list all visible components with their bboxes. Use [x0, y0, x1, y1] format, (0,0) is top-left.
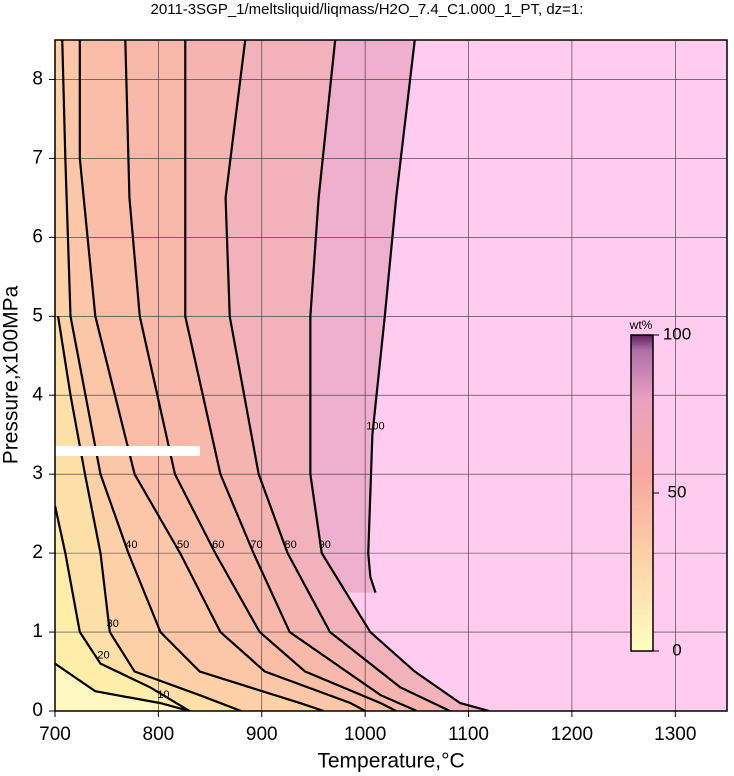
x-tick-label: 1200	[551, 724, 593, 745]
plot-frame	[54, 39, 728, 712]
contour-label: 90	[319, 539, 331, 551]
y-axis-label: Pressure,x100MPa	[0, 285, 23, 464]
x-tick-label: 900	[246, 724, 278, 745]
contour-label: 30	[107, 618, 119, 630]
contour-label: 70	[250, 539, 262, 551]
contour-fill	[55, 505, 190, 711]
white-band	[55, 446, 200, 456]
contour-label: 100	[366, 421, 384, 433]
contour-line	[78, 40, 366, 711]
contour-line	[57, 316, 242, 711]
contour-label: 10	[157, 689, 169, 701]
y-tick-label: 6	[32, 226, 43, 247]
y-tick-label: 4	[32, 384, 43, 405]
contour-line	[124, 40, 397, 711]
x-tick-label: 700	[39, 724, 71, 745]
colorbar-tick-label: 50	[668, 482, 687, 501]
contour-line	[184, 40, 418, 711]
contour-line	[55, 505, 190, 711]
y-tick-label: 1	[32, 621, 43, 642]
colorbar-tick-label: 100	[663, 324, 691, 343]
x-tick-label: 1100	[448, 724, 489, 745]
chart-title: 2011-3SGP_1/meltsliquid/liqmass/H2O_7.4_…	[151, 1, 584, 18]
x-tick-label: 1300	[654, 724, 696, 745]
contour-label: 20	[97, 650, 109, 662]
contour-fill	[55, 663, 190, 711]
contour-line	[55, 662, 190, 711]
contour-line	[367, 40, 416, 593]
y-tick-label: 8	[32, 68, 43, 89]
contour-fill	[55, 316, 242, 711]
contour-line	[224, 40, 451, 711]
contour-label: 40	[125, 539, 137, 551]
contour-fill	[55, 40, 324, 711]
colorbar	[630, 334, 654, 652]
contour-label: 60	[212, 539, 224, 551]
x-tick-label: 1000	[344, 724, 386, 745]
y-tick-label: 5	[32, 305, 43, 326]
contour-label: 50	[177, 539, 189, 551]
colorbar-label: wt%	[629, 318, 653, 332]
contour-line	[309, 40, 490, 711]
x-tick-label: 800	[143, 724, 175, 745]
contour-line	[61, 40, 325, 711]
contour-fill	[55, 40, 366, 711]
y-tick-label: 2	[32, 542, 43, 563]
x-axis-label: Temperature,°C	[317, 750, 464, 773]
contour-label: 80	[284, 539, 296, 551]
y-tick-label: 7	[32, 147, 43, 168]
y-tick-label: 0	[32, 700, 43, 721]
colorbar-tick-label: 0	[672, 640, 681, 659]
y-tick-label: 3	[32, 463, 43, 484]
